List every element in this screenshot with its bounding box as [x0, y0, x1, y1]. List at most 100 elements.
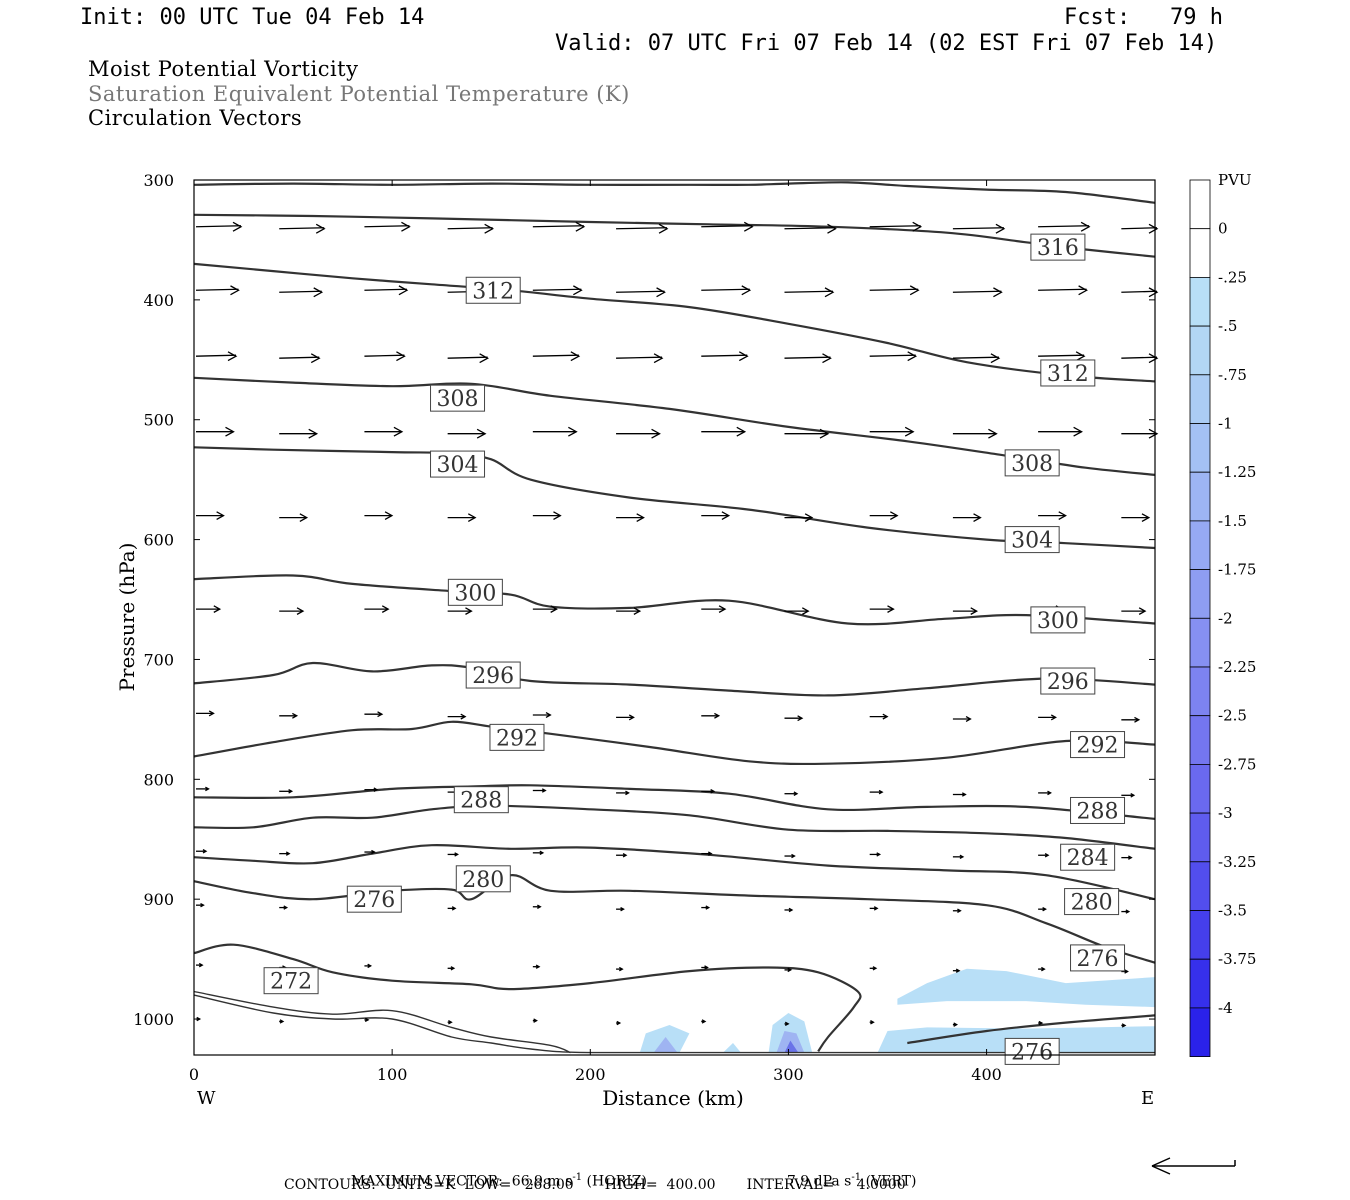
contour-272-22 [193, 943, 862, 1053]
vert-vector: 7.9 dPa s-1 (VERT) [778, 1159, 917, 1189]
circulation-vector [701, 851, 713, 856]
circulation-vector [784, 513, 814, 522]
contour-276-23 [907, 1014, 1156, 1045]
colorbar-swatch [1189, 179, 1211, 230]
circulation-vector [784, 907, 794, 913]
circulation-vector [279, 353, 321, 364]
colorbar-level-label: -3.5 [1218, 902, 1247, 920]
contour-label: 304 [1004, 526, 1060, 554]
contour-label: 280 [1064, 888, 1120, 916]
y-tick-label: 900 [143, 890, 174, 909]
circulation-vector [616, 906, 625, 912]
contour-label-layer: 316 312 312 308 308 304 304 300 300 296 296 292 292 2… [263, 233, 1126, 1065]
circulation-vector [1038, 351, 1086, 362]
contour-label: 292 [489, 723, 545, 751]
circulation-vector [196, 426, 235, 437]
circulation-vector [447, 852, 459, 857]
contour-288-14 [193, 784, 1156, 820]
circulation-vector [1121, 1023, 1127, 1028]
circulation-vector [1121, 428, 1159, 439]
colorbar-swatch [1189, 520, 1211, 571]
y-tick-label: 300 [143, 171, 174, 190]
circulation-vector [952, 428, 998, 439]
circulation-vector [869, 789, 884, 795]
circulation-vector [784, 967, 793, 973]
vert-exp: -1 [851, 1172, 862, 1183]
plot-frame [193, 179, 1156, 1056]
colorbar-level-label: -2.75 [1218, 755, 1256, 773]
valid-time: Valid: 07 UTC Fri 07 Feb 14 (02 EST Fri … [555, 31, 1218, 56]
pv-shade-5 [653, 1037, 678, 1053]
x-tick-label: 300 [773, 1065, 804, 1084]
contour-312-2 [193, 262, 1156, 383]
contour-label-text: 276 [1077, 947, 1119, 972]
x-axis-label: Distance (km) [602, 1086, 744, 1110]
circulation-vector [701, 1019, 707, 1024]
circulation-vector [616, 223, 669, 234]
contour-label: 312 [1040, 359, 1096, 387]
circulation-vector [532, 712, 552, 718]
circulation-vector [279, 851, 291, 856]
colorbar-level-label: -1.75 [1218, 561, 1256, 579]
contour-label: 312 [465, 276, 521, 304]
circulation-vector [869, 713, 889, 720]
circulation-vector [1121, 969, 1129, 974]
contour-label: 308 [1004, 449, 1060, 477]
circulation-vector [784, 607, 810, 615]
circulation-vector [196, 710, 215, 717]
circulation-vector [1121, 855, 1133, 860]
circulation-vector [1121, 909, 1131, 914]
circulation-vector [1038, 714, 1057, 721]
circulation-vector [1121, 353, 1159, 364]
colorbar-swatch [1189, 958, 1211, 1009]
forecast-hour: Fcst: 79 h [1064, 5, 1223, 30]
colorbar-swatch [1189, 276, 1211, 327]
circulation-vector [952, 513, 982, 522]
contour-292-12 [193, 720, 1156, 766]
circulation-vector [869, 906, 879, 911]
circulation-vector [364, 426, 404, 437]
circulation-vector [784, 853, 796, 859]
colorbar-swatch [1189, 423, 1211, 473]
circulation-vector [532, 221, 586, 232]
contour-label-text: 296 [1047, 670, 1089, 695]
circulation-vector [279, 789, 294, 794]
contour-label: 288 [1070, 796, 1126, 824]
y-tick-label: 400 [143, 291, 174, 310]
circulation-vector [952, 854, 965, 860]
circulation-vector [364, 849, 376, 855]
circulation-vector [532, 1018, 538, 1023]
circulation-vector [279, 223, 326, 234]
contour-label-text: 292 [1077, 734, 1119, 759]
circulation-vector [616, 607, 642, 615]
circulation-vector [532, 850, 545, 856]
circulation-vector [364, 221, 411, 232]
circulation-vector [952, 1022, 959, 1027]
circulation-vector [1038, 790, 1052, 796]
circulation-vector [279, 287, 324, 298]
circulation-vector [195, 221, 243, 232]
contour-label-text: 304 [437, 453, 479, 478]
circulation-vector [701, 285, 752, 296]
circulation-vector [532, 285, 583, 296]
x-tick-label: 200 [575, 1065, 606, 1084]
circulation-vector [784, 428, 830, 439]
circulation-vector [869, 1020, 875, 1025]
contour-label-text: 300 [1037, 609, 1079, 634]
circulation-vector [196, 902, 205, 908]
circulation-vector [784, 287, 835, 298]
circulation-vector [447, 906, 457, 911]
contour-label-text: 316 [1037, 236, 1079, 261]
contour-label-text: 312 [472, 279, 514, 304]
circulation-vector [196, 786, 210, 792]
circulation-vector [952, 716, 972, 722]
colorbar-level-label: -1.25 [1218, 463, 1256, 481]
colorbar-swatch [1189, 325, 1211, 376]
contour-300-8 [193, 574, 1156, 626]
horiz-vector-value: 66.9 m s [511, 1173, 573, 1190]
colorbar-level-label: -.25 [1218, 268, 1247, 286]
circulation-vector [701, 905, 711, 910]
contour-label-text: 296 [472, 664, 514, 689]
circulation-vector [196, 605, 222, 613]
